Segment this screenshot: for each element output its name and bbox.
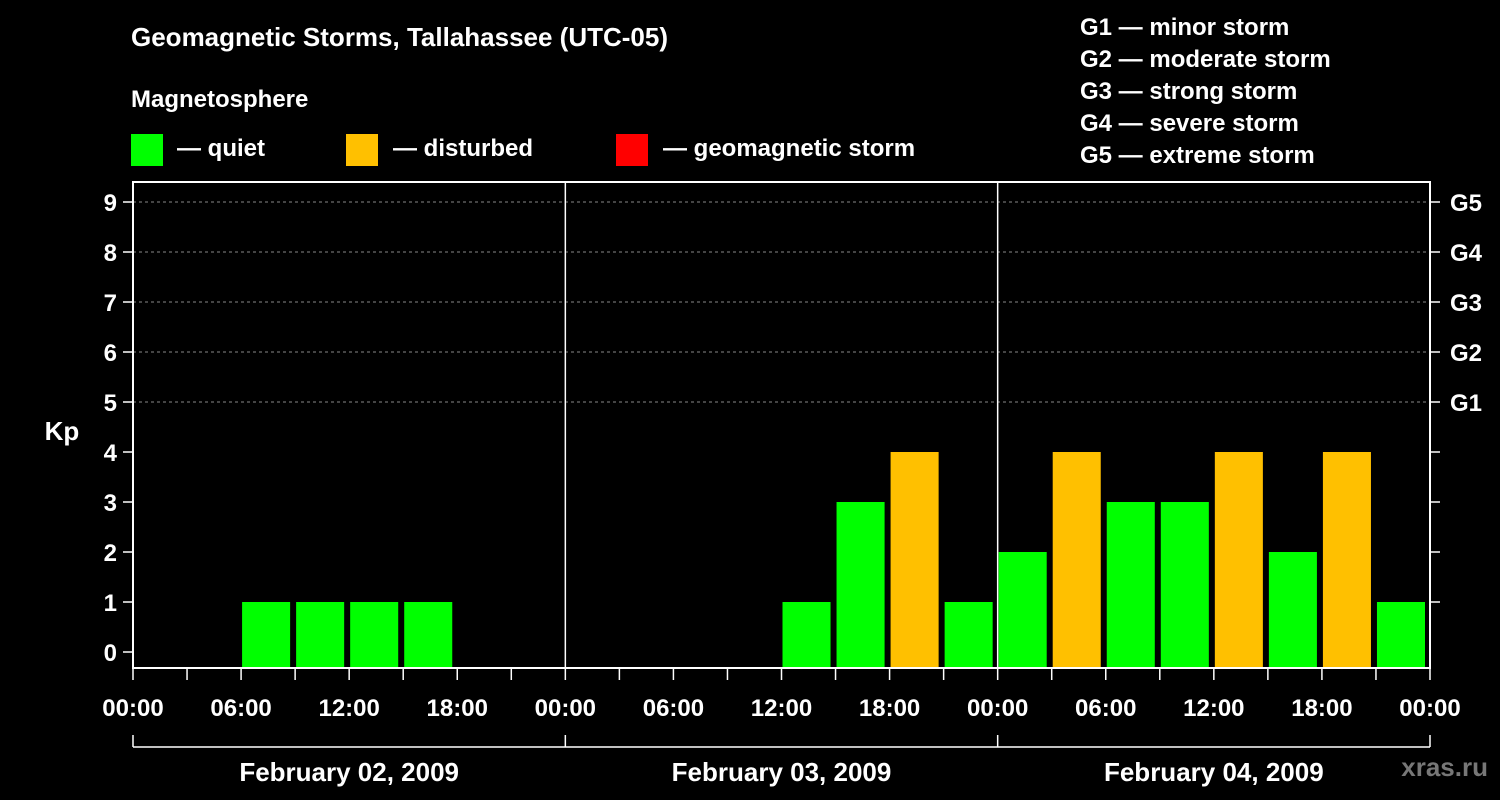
y-axis-label: Kp [45, 416, 80, 446]
legend-swatch-disturbed [346, 134, 378, 166]
storm-scale-legend: G1 — minor storm G2 — moderate storm G3 … [1080, 12, 1331, 172]
legend-swatch-quiet [131, 134, 163, 166]
x-tick-label: 06:00 [1075, 695, 1136, 722]
storm-level-label: G1 [1450, 390, 1482, 417]
y-tick-label: 0 [104, 640, 117, 667]
legend-label-storm: — geomagnetic storm [663, 135, 916, 162]
y-tick-label: 8 [104, 240, 117, 267]
kp-bar [1376, 602, 1425, 668]
kp-bar [242, 602, 291, 668]
chart-title: Geomagnetic Storms, Tallahassee (UTC-05) [131, 22, 669, 52]
color-legend: — quiet — disturbed — geomagnetic storm [131, 134, 951, 168]
legend-label-disturbed: — disturbed [393, 135, 534, 162]
kp-bar [1106, 502, 1155, 668]
kp-bar [836, 502, 885, 668]
y-tick-label: 2 [104, 540, 117, 567]
x-tick-label: 00:00 [1399, 695, 1460, 722]
storm-level-label: G3 [1450, 290, 1482, 317]
storm-scale-g1: G1 — minor storm [1080, 14, 1290, 41]
kp-bar [350, 602, 399, 668]
y-tick-label: 5 [104, 390, 117, 417]
y-tick-label: 6 [104, 340, 117, 367]
kp-bar [1052, 452, 1101, 668]
day-label: February 03, 2009 [672, 757, 892, 787]
kp-bar [1268, 552, 1317, 668]
storm-scale-g5: G5 — extreme storm [1080, 142, 1315, 169]
x-tick-label: 06:00 [643, 695, 704, 722]
kp-bar [1214, 452, 1263, 668]
kp-bar [998, 552, 1047, 668]
storm-scale-g2: G2 — moderate storm [1080, 46, 1331, 73]
y-tick-label: 7 [104, 290, 117, 317]
brand-watermark: xras.ru [1401, 752, 1488, 782]
day-label: February 02, 2009 [239, 757, 459, 787]
x-tick-label: 18:00 [1291, 695, 1352, 722]
y-tick-label: 1 [104, 590, 117, 617]
storm-level-label: G4 [1450, 240, 1483, 267]
storm-level-label: G2 [1450, 340, 1482, 367]
y-tick-label: 3 [104, 490, 117, 517]
day-label: February 04, 2009 [1104, 757, 1324, 787]
x-tick-label: 00:00 [967, 695, 1028, 722]
x-tick-label: 00:00 [535, 695, 596, 722]
y-tick-label: 4 [104, 440, 118, 467]
storm-scale-g3: G3 — strong storm [1080, 78, 1298, 105]
x-tick-label: 12:00 [1183, 695, 1244, 722]
x-tick-label: 12:00 [318, 695, 379, 722]
legend-swatch-storm [616, 134, 648, 166]
kp-bar [1322, 452, 1371, 668]
kp-bar [1160, 502, 1209, 668]
x-tick-label: 12:00 [751, 695, 812, 722]
kp-bar [782, 602, 831, 668]
x-tick-label: 06:00 [210, 695, 271, 722]
x-tick-label: 00:00 [102, 695, 163, 722]
chart-subtitle: Magnetosphere [131, 86, 309, 113]
storm-scale-g4: G4 — severe storm [1080, 110, 1299, 137]
kp-bar [944, 602, 993, 668]
legend-label-quiet: — quiet [177, 135, 265, 162]
kp-bar [890, 452, 939, 668]
kp-bar [404, 602, 453, 668]
x-tick-label: 18:00 [427, 695, 488, 722]
kp-bar [296, 602, 345, 668]
x-tick-label: 18:00 [859, 695, 920, 722]
storm-level-label: G5 [1450, 190, 1482, 217]
y-tick-label: 9 [104, 190, 117, 217]
